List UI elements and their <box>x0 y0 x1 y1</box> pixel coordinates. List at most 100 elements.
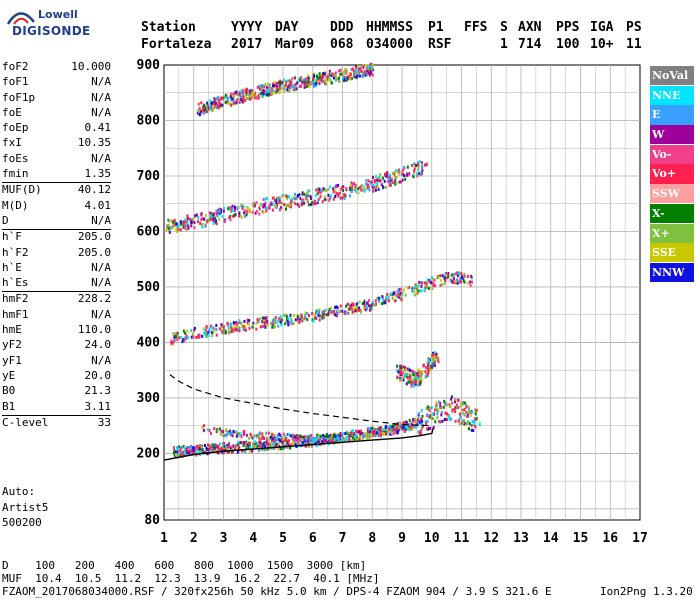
echo-point <box>350 77 353 80</box>
echo-point <box>450 417 453 421</box>
echo-point <box>288 86 291 90</box>
echo-point <box>361 74 364 78</box>
echo-point <box>336 192 339 196</box>
param-value: 10.35 <box>77 136 111 150</box>
echo-point <box>277 437 280 441</box>
echo-point <box>196 447 199 451</box>
echo-point <box>394 423 397 427</box>
echo-point <box>367 71 370 75</box>
echo-point <box>436 357 439 361</box>
echo-point <box>364 432 367 435</box>
echo-point <box>226 445 229 449</box>
header-col-8: AXN <box>518 20 542 35</box>
echo-point <box>367 298 370 302</box>
echo-point <box>429 414 432 417</box>
echo-point <box>447 275 450 279</box>
echo-point <box>298 78 301 82</box>
echo-point <box>222 96 225 100</box>
echo-point <box>350 181 353 185</box>
echo-point <box>262 84 265 88</box>
echo-point <box>261 320 264 324</box>
echo-point <box>366 307 369 310</box>
echo-point <box>382 185 384 189</box>
echo-point <box>316 312 319 315</box>
echo-point <box>400 298 403 302</box>
echo-point <box>226 101 229 105</box>
echo-point <box>252 204 255 208</box>
echo-point <box>370 303 373 307</box>
echo-point <box>276 434 279 437</box>
echo-point <box>418 280 421 284</box>
echo-point <box>244 99 247 102</box>
echo-point <box>450 279 453 283</box>
echo-point <box>241 324 244 328</box>
echo-point <box>452 276 455 280</box>
echo-point <box>197 216 200 220</box>
echo-point <box>229 92 232 96</box>
echo-point <box>209 447 212 450</box>
echo-point <box>246 318 249 322</box>
echo-point <box>434 420 437 424</box>
echo-point <box>328 310 331 314</box>
echo-point <box>284 194 287 197</box>
echo-point <box>222 451 225 455</box>
echo-point <box>192 452 195 456</box>
echo-point <box>381 431 384 435</box>
echo-point <box>413 419 416 423</box>
echo-point <box>232 94 235 98</box>
echo-point <box>345 71 348 75</box>
echo-point <box>433 356 436 360</box>
echo-point <box>184 336 187 340</box>
echo-point <box>251 88 254 92</box>
echo-point <box>274 321 277 325</box>
echo-point <box>305 438 308 442</box>
param-value: 20.0 <box>84 368 112 382</box>
echo-point <box>201 223 204 226</box>
y-tick-label: 400 <box>137 335 161 350</box>
echo-point <box>468 427 470 431</box>
echo-point <box>387 430 390 434</box>
echo-point <box>317 313 320 317</box>
echo-point <box>332 190 335 194</box>
echo-point <box>333 309 335 313</box>
echo-point <box>411 426 414 430</box>
echo-point <box>298 193 301 197</box>
echo-point <box>290 205 293 209</box>
echo-point <box>266 319 269 323</box>
echo-point <box>433 278 436 282</box>
echo-point <box>384 185 387 189</box>
echo-point <box>426 361 429 365</box>
echo-point <box>311 444 313 448</box>
echo-point <box>260 92 263 96</box>
echo-point <box>331 439 334 443</box>
echo-point <box>367 179 370 183</box>
echo-point <box>181 445 183 449</box>
echo-point <box>330 74 333 77</box>
param-name: h`Es <box>2 276 29 290</box>
echo-point <box>252 321 255 325</box>
echo-point <box>390 427 393 431</box>
echo-point <box>222 209 225 213</box>
echo-point <box>284 83 287 87</box>
echo-point <box>387 180 390 183</box>
echo-point <box>354 75 357 79</box>
echo-point <box>232 92 235 96</box>
echo-point <box>351 302 354 306</box>
echo-point <box>413 169 416 173</box>
echo-point <box>183 338 186 342</box>
echo-point <box>216 211 218 215</box>
echo-point <box>317 79 320 83</box>
echo-point <box>355 66 358 70</box>
echo-point <box>235 90 238 94</box>
echo-point <box>267 206 270 210</box>
echo-point <box>404 366 406 370</box>
echo-point <box>204 332 207 336</box>
echo-point <box>212 222 215 225</box>
echo-point <box>470 428 473 432</box>
echo-point <box>368 430 371 434</box>
echo-point <box>250 94 253 98</box>
x-tick-label: 17 <box>632 531 648 546</box>
echo-point <box>316 433 319 437</box>
echo-point <box>414 380 417 384</box>
param-name: h`F <box>2 230 22 244</box>
